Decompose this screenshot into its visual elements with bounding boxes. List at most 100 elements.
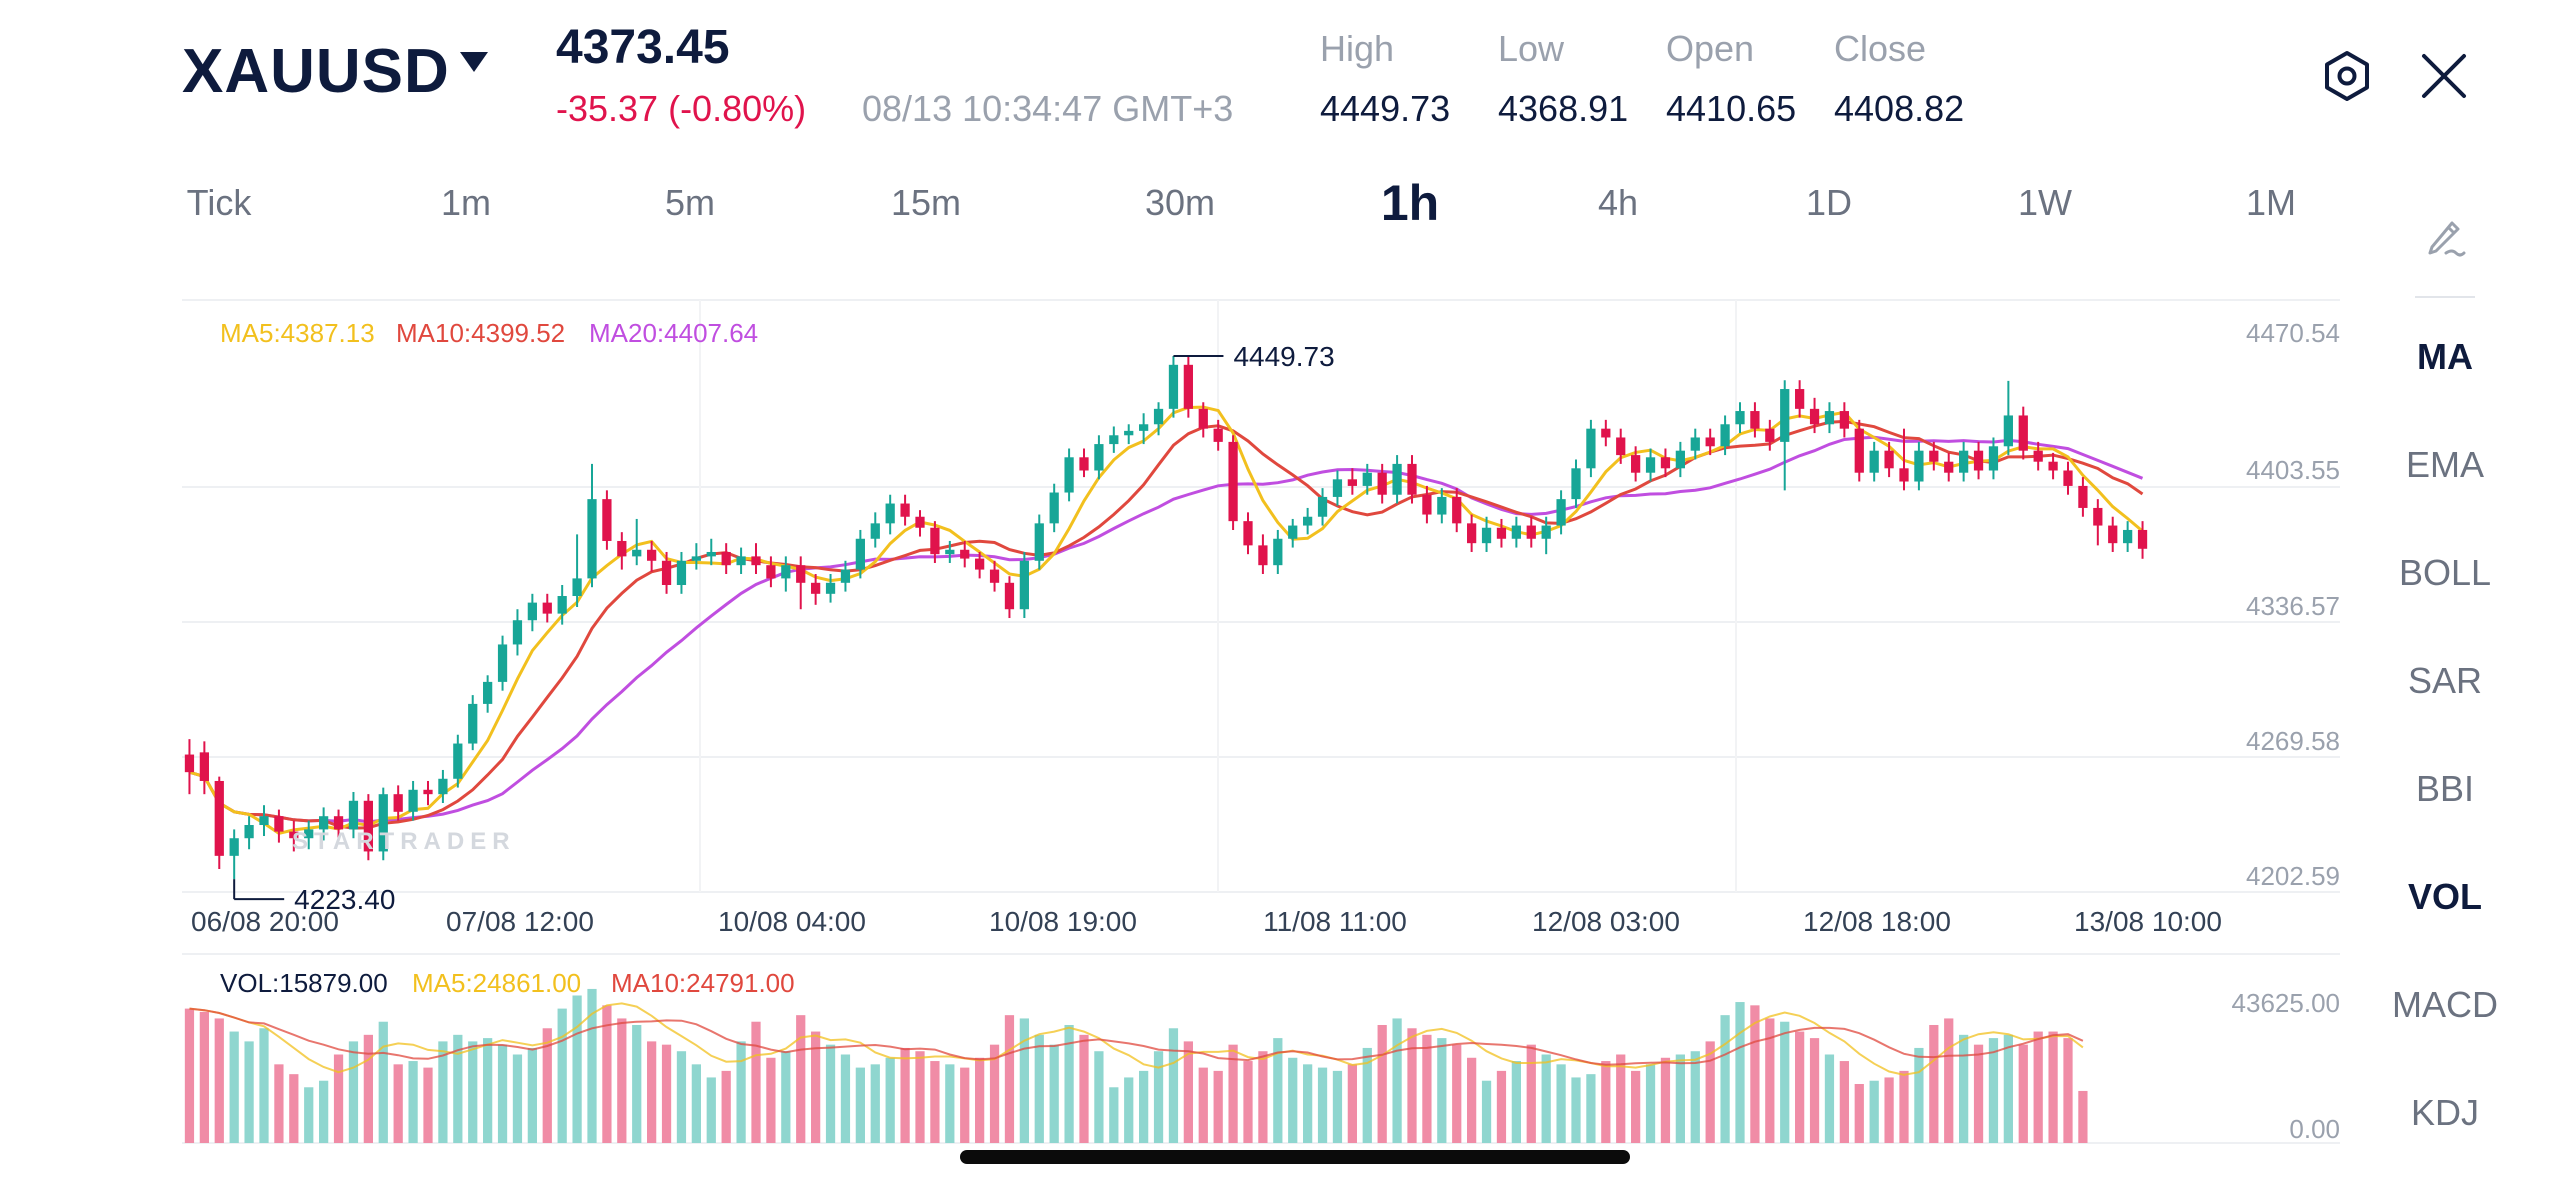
vol-legend: VOL:15879.00 [220, 968, 388, 998]
indicator-ma[interactable]: MA [2417, 336, 2473, 377]
candle-body [1332, 479, 1343, 497]
indicator-bbi[interactable]: BBI [2415, 768, 2475, 809]
volume-bar [1377, 1024, 1387, 1143]
tab-4h[interactable]: 4h [1597, 182, 1639, 223]
candle-body [989, 569, 1000, 583]
tab-1mo[interactable]: 1M [2245, 182, 2297, 223]
volume-bar [1183, 1041, 1193, 1143]
volume-bar [617, 1018, 627, 1143]
home-indicator [960, 1150, 1630, 1164]
volume-bar [1139, 1070, 1149, 1143]
candle-body [1526, 525, 1536, 539]
x-tick-2: 07/08 12:00 [446, 906, 594, 937]
high-value: 4449.73 [1320, 88, 1451, 129]
volume-bar [1198, 1067, 1208, 1143]
volume-bar [244, 1041, 254, 1143]
candle-body [2033, 450, 2043, 462]
candle-body [1303, 516, 1313, 526]
volume-bar [483, 1038, 493, 1143]
candle-body [825, 582, 836, 594]
tab-1w[interactable]: 1W [2018, 182, 2072, 223]
candle-body [900, 503, 910, 517]
indicator-vol[interactable]: VOL [2407, 876, 2482, 917]
volume-bar [1824, 1054, 1835, 1143]
tab-1h[interactable]: 1h [1380, 175, 1440, 231]
volume-bar [587, 988, 597, 1143]
symbol-title[interactable]: XAUUSD [182, 37, 450, 106]
candle-body [199, 752, 209, 781]
candle-body [1392, 463, 1402, 495]
volume-bar [1869, 1080, 1879, 1143]
candle-body [975, 558, 985, 570]
x-tick-7: 12/08 18:00 [1803, 906, 1951, 937]
candle-body [1750, 411, 1760, 429]
volume-bar [960, 1067, 970, 1143]
volume-bar [1496, 1070, 1507, 1143]
tab-30m[interactable]: 30m [1144, 182, 1216, 223]
candle-body [527, 602, 537, 621]
close-button[interactable] [2412, 44, 2476, 108]
vol-ma5-legend: MA5:24861.00 [412, 968, 582, 998]
candle-body [1601, 428, 1611, 438]
volume-bar [1422, 1034, 1432, 1143]
tab-1d[interactable]: 1D [1805, 182, 1853, 223]
tab-tick[interactable]: Tick [186, 182, 252, 223]
volume-bar [781, 1051, 791, 1143]
candle-body [1124, 430, 1134, 436]
vol-ma5-line [189, 1002, 2084, 1076]
volume-bar [1660, 1057, 1671, 1143]
x-tick-3: 10/08 04:00 [718, 906, 866, 937]
draw-tool-button[interactable] [2413, 204, 2477, 268]
volume-bar [184, 1008, 195, 1143]
volume-bar [1347, 1064, 1357, 1143]
settings-button[interactable] [2315, 44, 2379, 108]
candle-body [781, 565, 791, 579]
indicator-ema[interactable]: EMA [2405, 444, 2484, 485]
volume-bar [1899, 1070, 1909, 1143]
ma20-line [189, 435, 2144, 824]
candle-body [244, 825, 254, 839]
candle-body [572, 578, 582, 597]
volume-bar [468, 1041, 478, 1143]
candle-body [333, 816, 344, 830]
candle-body [1959, 450, 1969, 473]
candle-body [855, 538, 865, 570]
candle-body [915, 516, 925, 528]
indicator-boll[interactable]: BOLL [2398, 552, 2492, 593]
tab-15m[interactable]: 15m [890, 182, 962, 223]
volume-bar [676, 1051, 687, 1143]
volume-bar [229, 1031, 239, 1143]
indicator-kdj[interactable]: KDJ [2410, 1092, 2479, 1133]
volume-bar [1526, 1044, 1536, 1143]
volume-bar [1079, 1034, 1089, 1143]
candle-body [691, 556, 701, 561]
candle-body [2137, 529, 2148, 549]
volume-bar [423, 1067, 433, 1143]
volume-bar [1884, 1077, 1894, 1143]
symbol-dropdown-icon[interactable] [460, 52, 488, 72]
candle-body [766, 565, 776, 579]
candle-body [2123, 529, 2133, 544]
volume-bar [1094, 1051, 1104, 1143]
volume-bar [915, 1051, 925, 1143]
volume-bar [1243, 1061, 1253, 1143]
volume-bar [1556, 1064, 1566, 1143]
ma20-legend: MA20:4407.64 [589, 318, 759, 348]
candle-body [438, 778, 448, 795]
volume-bar [1273, 1038, 1283, 1143]
tab-1m[interactable]: 1m [440, 182, 492, 223]
indicator-sar[interactable]: SAR [2407, 660, 2483, 701]
volume-bar [1645, 1064, 1656, 1143]
candle-body [378, 794, 388, 852]
indicator-macd[interactable]: MACD [2392, 984, 2498, 1025]
tab-5m[interactable]: 5m [664, 182, 716, 223]
volume-bar [989, 1044, 1000, 1143]
x-tick-8: 13/08 10:00 [2074, 906, 2222, 937]
candle-body [1854, 428, 1864, 473]
candle-body [1452, 496, 1462, 524]
candle-body [468, 703, 478, 744]
candle-body [1899, 468, 1909, 482]
candle-body [1317, 496, 1328, 517]
volume-bar [572, 995, 582, 1143]
